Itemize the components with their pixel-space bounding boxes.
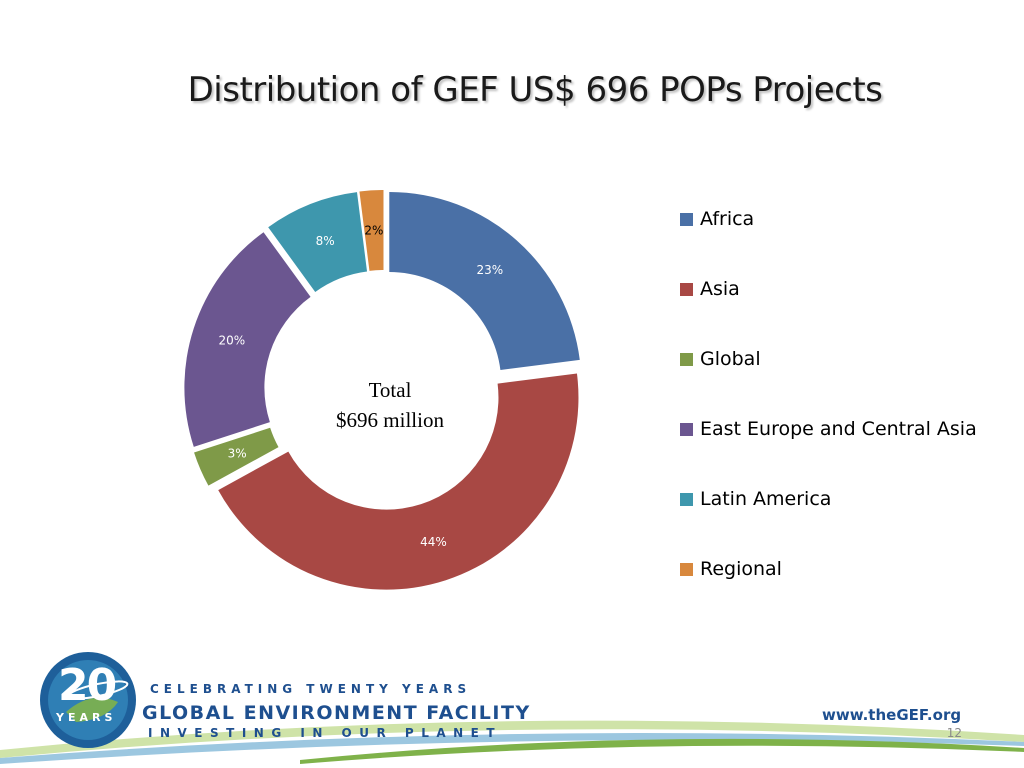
legend-item-east-europe-central-asia: East Europe and Central Asia [680, 414, 980, 484]
slice-asia [218, 373, 579, 590]
center-label-line1: Total [368, 378, 412, 402]
footer-swoosh [0, 720, 1024, 764]
chart-center-label: Total $696 million [300, 375, 480, 435]
legend-item-africa: Africa [680, 204, 980, 274]
slide-title: Distribution of GEF US$ 696 POPs Project… [187, 70, 883, 110]
legend-swatch-asia [680, 283, 693, 296]
slice-global [194, 427, 279, 486]
badge-sub: YEARS [56, 711, 117, 724]
legend-label-asia: Asia [700, 278, 740, 300]
slice-label-asia: 44% [420, 535, 447, 549]
badge-number: 20 [58, 660, 117, 711]
legend-item-latin-america: Latin America [680, 484, 980, 554]
slice-label-east-europe-and-central-asia: 20% [218, 334, 245, 348]
footer-website[interactable]: www.theGEF.org [822, 706, 962, 724]
legend-swatch-global [680, 353, 693, 366]
legend-item-global: Global [680, 344, 980, 414]
legend-swatch-latin-america [680, 493, 693, 506]
page-number: 12 [946, 726, 962, 740]
legend-label-east-europe: East Europe and Central Asia [700, 418, 977, 440]
slice-east-europe-and-central-asia [184, 232, 311, 447]
legend-label-regional: Regional [700, 558, 782, 580]
legend-swatch-regional [680, 563, 693, 576]
footer-org-name: GLOBAL ENVIRONMENT FACILITY [142, 702, 531, 724]
legend-label-africa: Africa [700, 208, 755, 230]
chart-legend: Africa Asia Global East Europe and Centr… [680, 204, 980, 624]
slice-label-africa: 23% [476, 263, 503, 277]
doughnut-chart: 23% 44% 3% 20% 8% 2% [184, 190, 580, 590]
legend-label-latin-america: Latin America [700, 488, 832, 510]
legend-item-asia: Asia [680, 274, 980, 344]
legend-label-global: Global [700, 348, 761, 370]
legend-swatch-east-europe [680, 423, 693, 436]
center-label-line2: $696 million [336, 408, 444, 432]
footer-tagline-celebrating: CELEBRATING TWENTY YEARS [150, 682, 472, 696]
slice-latin-america [268, 192, 368, 292]
slice-label-regional: 2% [364, 223, 383, 237]
slice-label-latin-america: 8% [316, 234, 335, 248]
slice-africa [389, 191, 580, 370]
footer-tagline-investing: INVESTING IN OUR PLANET [148, 726, 503, 740]
slice-label-global: 3% [228, 447, 247, 461]
legend-swatch-africa [680, 213, 693, 226]
legend-item-regional: Regional [680, 554, 980, 624]
slice-regional [359, 190, 384, 271]
gef-20-years-logo [40, 652, 136, 748]
